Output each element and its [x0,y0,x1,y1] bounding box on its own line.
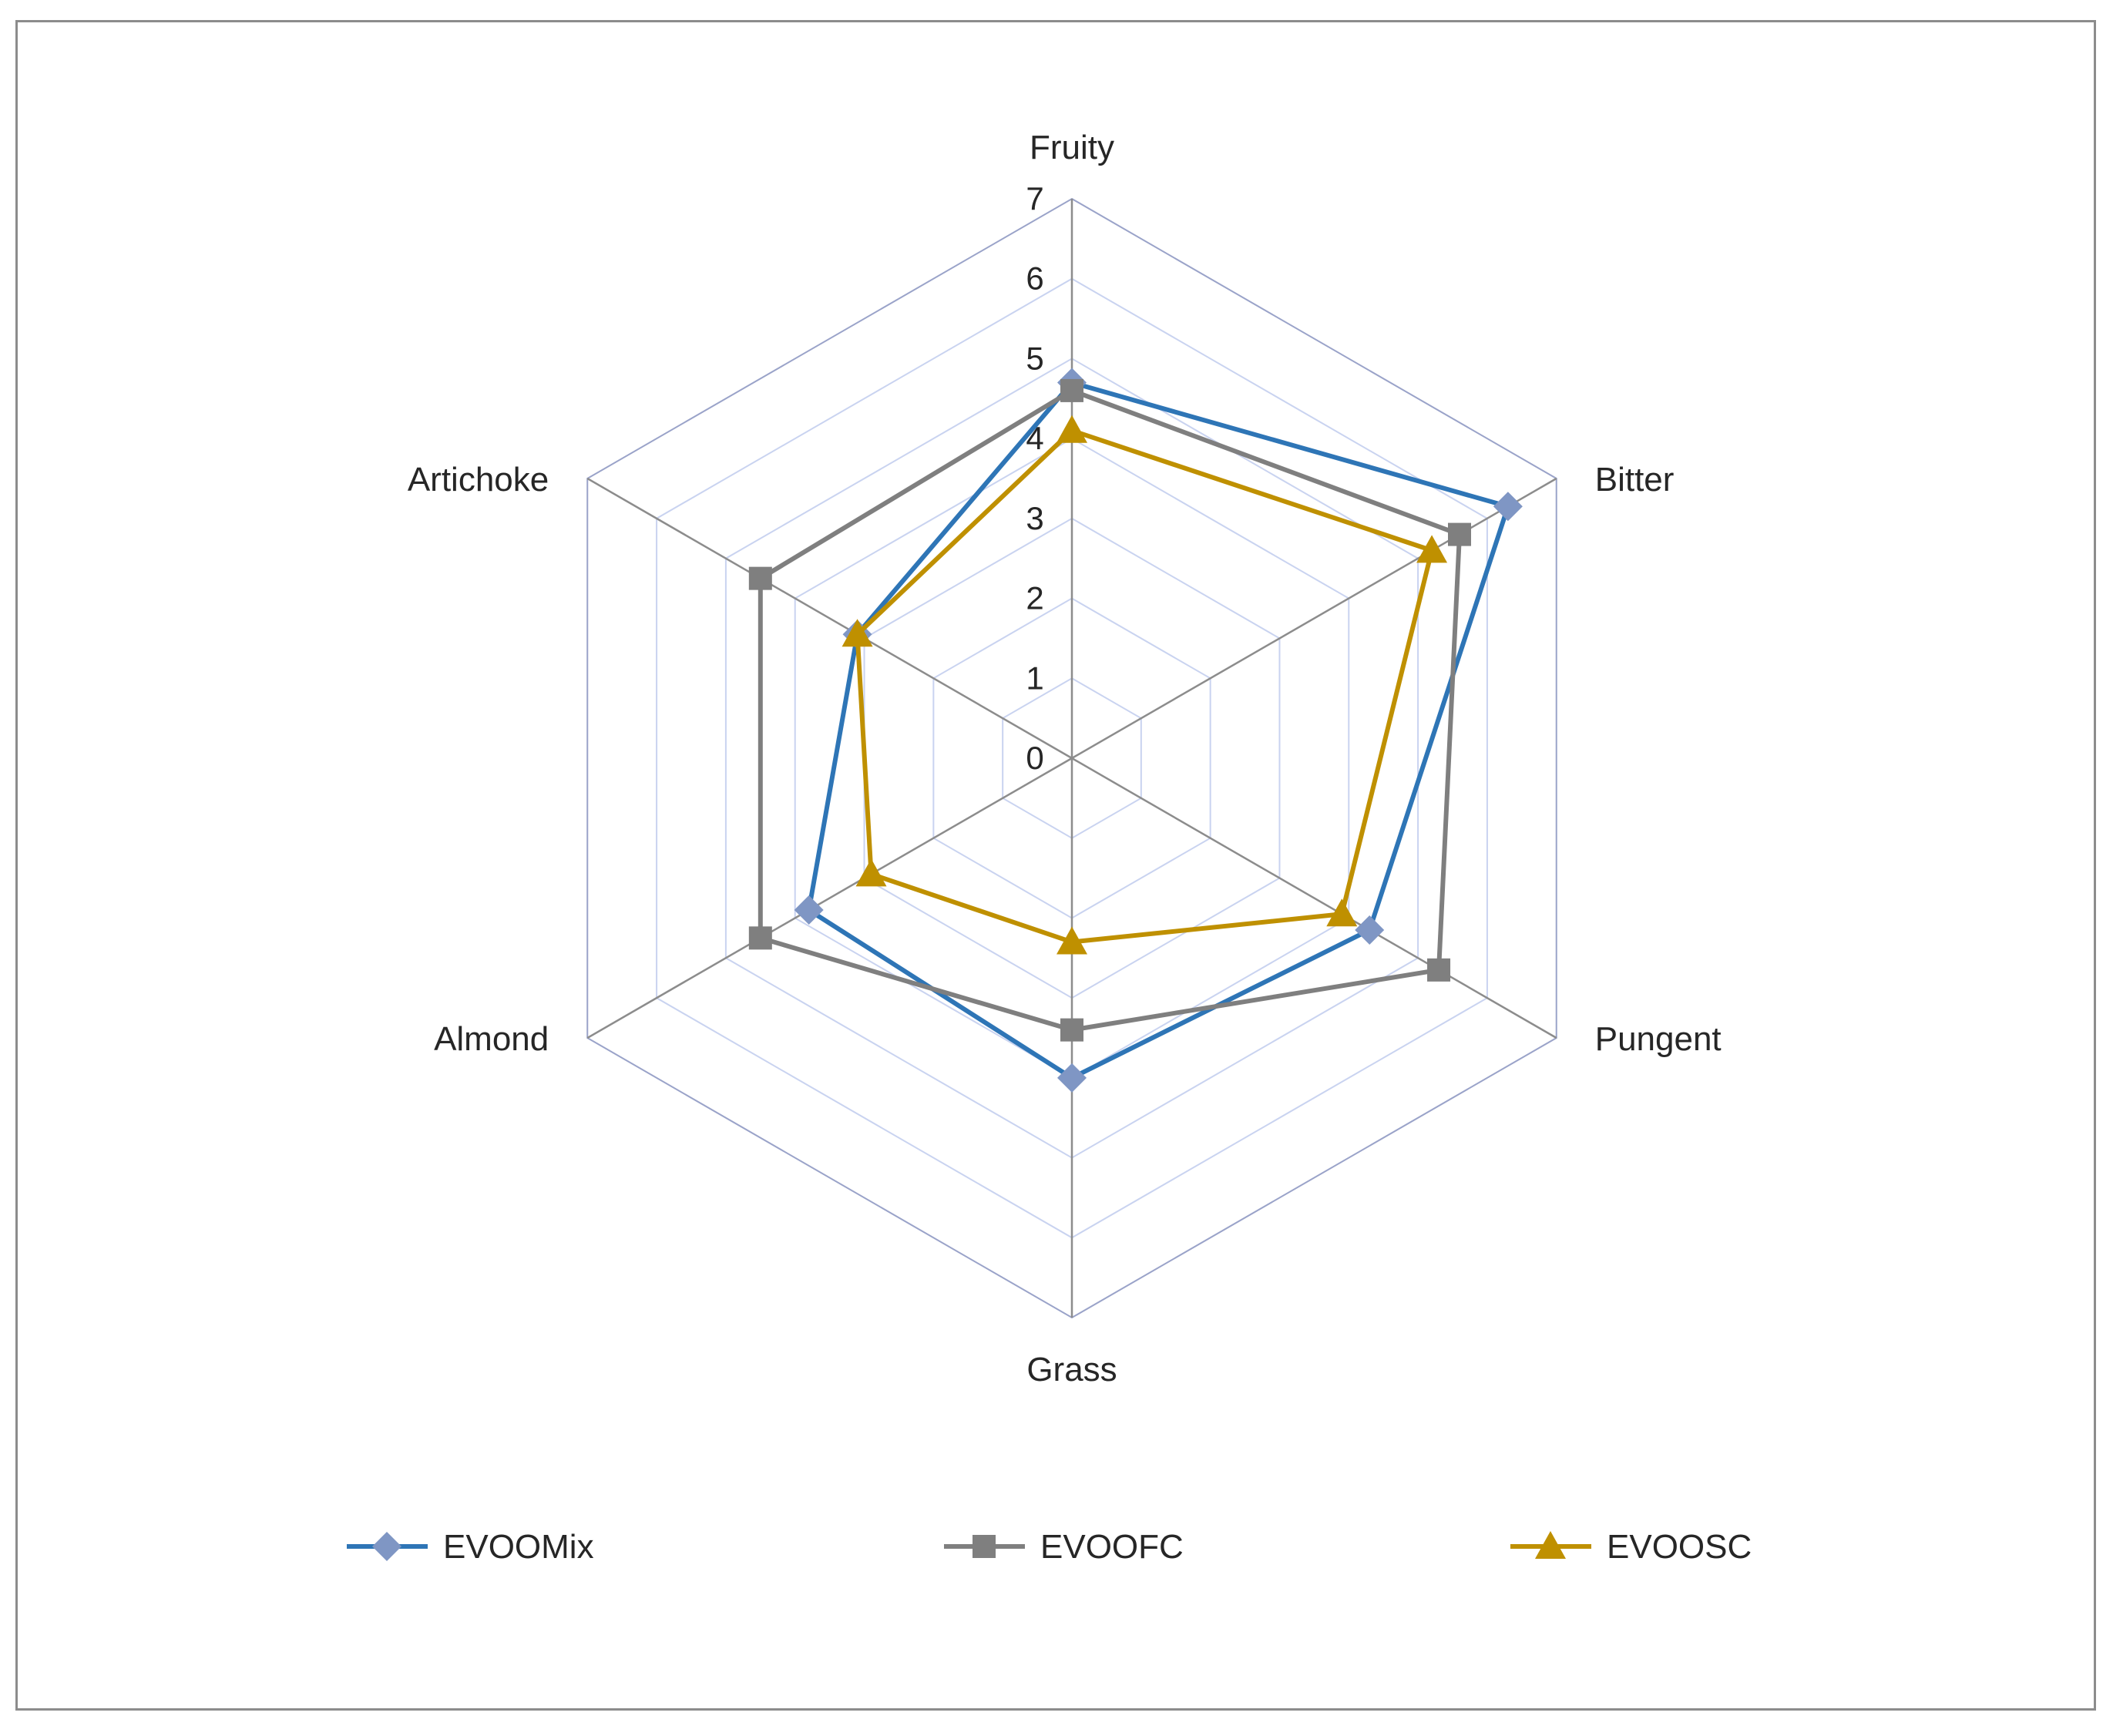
radar-series [748,368,1523,1093]
legend-marker-evoofc [973,1535,996,1558]
axis-spoke-artichoke [586,477,1073,760]
legend-item-evoomix: EVOOMix [347,1528,594,1566]
series-line-evoofc [758,388,1462,1033]
axis-label-artichoke: Artichoke [408,461,549,499]
legend-item-evoofc: EVOOFC [944,1528,1184,1566]
data-point-evoosc-fruity [1056,415,1087,443]
tick-label-7: 7 [1026,180,1043,217]
axis-spoke-almond [586,757,1073,1039]
data-point-evoosc-grass [1056,926,1087,955]
tick-label-0: 0 [1026,740,1043,776]
tick-label-3: 3 [1026,500,1043,536]
axis-spoke-pungent [1071,757,1557,1039]
legend-label-evoofc: EVOOFC [1040,1528,1184,1566]
tick-label-1: 1 [1026,660,1043,696]
axis-label-pungent: Pungent [1595,1020,1722,1058]
data-point-evoosc-pungent [1326,898,1358,927]
data-point-evoomix-pungent [1355,915,1385,945]
series-evoofc [748,378,1471,1042]
axis-label-grass: Grass [1026,1351,1117,1388]
data-point-evoofc-fruity [1060,378,1083,402]
data-point-evoofc-pungent [1427,958,1451,982]
data-point-evoomix-almond [794,895,824,925]
data-point-evoosc-bitter [1416,535,1448,563]
data-point-evoosc-almond [855,858,887,887]
legend-marker-evoomix [372,1532,401,1561]
tick-label-2: 2 [1026,580,1043,616]
axis-label-bitter: Bitter [1595,461,1675,499]
data-point-evoofc-bitter [1447,522,1471,546]
data-point-evoomix-bitter [1493,492,1523,522]
data-point-evoofc-artichoke [748,566,772,590]
legend: EVOOMix EVOOFC EVOOSC [347,1528,1752,1566]
radar-axis-labels: Fruity Bitter Pungent Grass Almond Artichoke [408,129,1722,1388]
legend-label-evoosc: EVOOSC [1607,1528,1752,1566]
legend-marker-evoosc [1535,1531,1566,1559]
data-point-evoofc-grass [1060,1018,1083,1042]
series-evoosc [842,415,1448,955]
data-point-evoomix-grass [1057,1063,1087,1093]
tick-label-5: 5 [1026,340,1043,376]
axis-spoke-bitter [1071,477,1557,760]
legend-label-evoomix: EVOOMix [443,1528,594,1566]
data-point-evoofc-almond [748,926,772,950]
data-point-evoosc-artichoke [842,619,873,647]
series-line-evoosc [855,428,1435,945]
axis-label-fruity: Fruity [1030,129,1114,166]
tick-label-6: 6 [1026,260,1043,297]
axis-label-almond: Almond [434,1020,549,1058]
legend-item-evoosc: EVOOSC [1510,1528,1752,1566]
radar-axes [586,199,1557,1318]
chart-frame [15,20,2096,1711]
